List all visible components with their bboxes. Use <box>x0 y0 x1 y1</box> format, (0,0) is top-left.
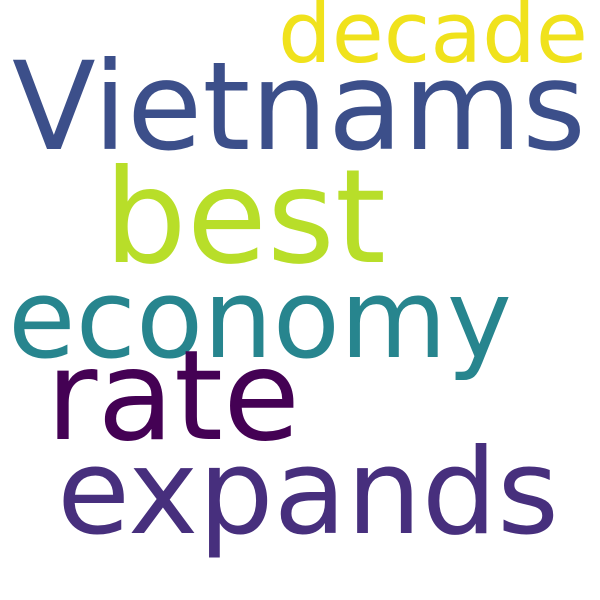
word-vietnams: Vietnams <box>12 35 586 179</box>
word-rate: rate <box>46 323 301 469</box>
word-expands: expands <box>57 423 559 562</box>
word-economy: economy <box>8 254 512 383</box>
word-decade: decade <box>278 0 588 83</box>
word-best: best <box>104 140 386 293</box>
